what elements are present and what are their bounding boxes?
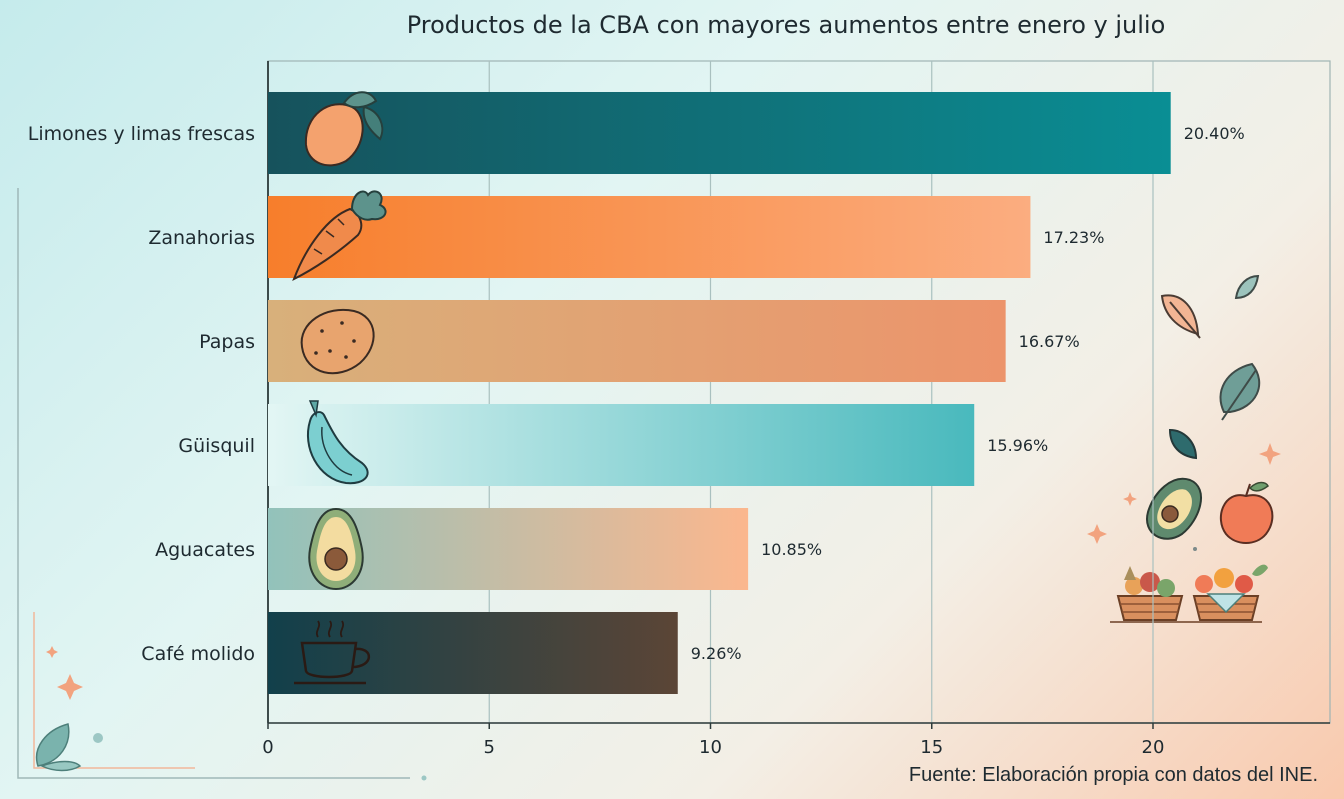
category-label: Aguacates: [155, 539, 255, 561]
value-label: 17.23%: [1043, 228, 1104, 247]
x-tick-labels: 0 5 10 15 20: [262, 723, 1164, 758]
potato-icon: [300, 308, 375, 375]
bar-5: [268, 612, 678, 694]
lemon-icon: [304, 91, 384, 167]
x-tick-label: 0: [262, 737, 273, 758]
chayote-icon: [306, 400, 369, 485]
bar-2: [268, 300, 1006, 382]
decorative-frame: [17, 188, 410, 779]
avocado-icon: [308, 507, 364, 591]
avocado-decoration-icon: [1146, 477, 1202, 540]
bar-3: [268, 404, 975, 486]
category-label: Güisquil: [178, 435, 255, 457]
value-label: 20.40%: [1184, 124, 1245, 143]
value-label: 15.96%: [987, 436, 1048, 455]
decorative-sparkles: [46, 443, 1281, 781]
carrot-icon: [292, 190, 387, 282]
bars: Limones y limas frescas 20.40% Zanahorias 1…: [28, 91, 1245, 694]
x-tick-label: 20: [1142, 737, 1165, 758]
chart-title: Productos de la CBA con mayores aumentos…: [407, 11, 1166, 39]
value-label: 9.26%: [691, 644, 742, 663]
coffee-cup-icon: [294, 620, 371, 685]
category-label: Café molido: [141, 643, 255, 665]
category-label: Papas: [199, 331, 255, 353]
falling-leaves-decoration: [1160, 274, 1261, 460]
bar-1: [268, 196, 1031, 278]
x-tick-label: 5: [484, 737, 495, 758]
x-tick-label: 10: [699, 737, 722, 758]
category-label: Limones y limas frescas: [28, 123, 255, 145]
leaf-corner-icon: [35, 723, 82, 772]
value-label: 10.85%: [761, 540, 822, 559]
category-label: Zanahorias: [148, 227, 255, 249]
x-tick-label: 15: [920, 737, 943, 758]
apple-decoration-icon: [1219, 481, 1274, 544]
bar-0: [268, 92, 1171, 174]
source-note: Fuente: Elaboración propia con datos del…: [909, 764, 1318, 786]
value-label: 16.67%: [1019, 332, 1080, 351]
vegetable-baskets-decoration-icon: [1110, 564, 1268, 623]
